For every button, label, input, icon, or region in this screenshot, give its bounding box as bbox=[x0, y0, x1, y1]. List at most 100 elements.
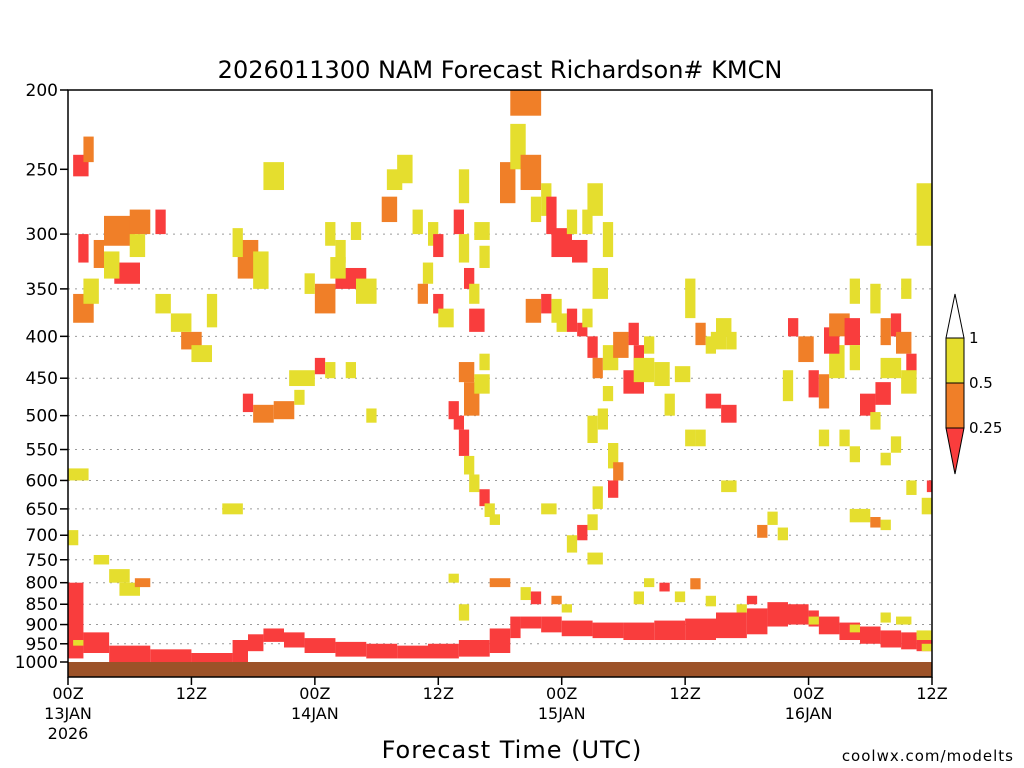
ri-cell bbox=[716, 318, 732, 337]
ri-cell bbox=[613, 462, 624, 481]
legend-arrow-bottom bbox=[945, 427, 965, 475]
ri-cell bbox=[304, 638, 336, 654]
y-tick-label: 250 bbox=[26, 160, 58, 180]
ri-cell bbox=[870, 517, 881, 528]
ri-cell bbox=[314, 357, 326, 375]
ri-cell bbox=[263, 162, 284, 191]
x-tick-date: 13JAN bbox=[44, 704, 92, 723]
ri-cell bbox=[608, 480, 619, 498]
ri-cell bbox=[582, 209, 593, 235]
ri-cell bbox=[721, 404, 737, 423]
y-tick-label: 750 bbox=[26, 551, 58, 571]
ri-cell bbox=[921, 497, 932, 515]
ri-cell bbox=[587, 415, 598, 444]
ri-cell bbox=[592, 622, 624, 639]
ri-cell bbox=[633, 591, 644, 605]
ri-cell bbox=[767, 511, 778, 525]
ri-cell bbox=[510, 616, 521, 639]
ri-cell bbox=[458, 429, 470, 456]
y-tick-label: 350 bbox=[26, 280, 58, 300]
x-tick-date: 16JAN bbox=[785, 704, 833, 723]
ri-cell bbox=[587, 183, 603, 216]
ri-cell bbox=[551, 298, 562, 323]
ri-cell bbox=[602, 386, 614, 402]
ri-cell bbox=[860, 626, 881, 644]
x-tick-date: 14JAN bbox=[291, 704, 339, 723]
ri-cell bbox=[242, 393, 254, 413]
ri-cell bbox=[412, 209, 423, 235]
ri-cell bbox=[170, 313, 192, 332]
ri-cell bbox=[592, 357, 603, 379]
y-tick-label: 550 bbox=[26, 441, 58, 461]
ri-cell bbox=[479, 489, 490, 507]
ri-cell bbox=[587, 514, 598, 531]
ri-cell bbox=[685, 618, 716, 641]
plot-frame bbox=[67, 89, 933, 678]
ri-cell bbox=[849, 446, 860, 463]
ri-cell bbox=[901, 370, 917, 394]
ri-cell bbox=[695, 429, 706, 447]
ri-cell bbox=[433, 234, 444, 258]
ri-cell bbox=[474, 374, 490, 394]
x-tick-date: 15JAN bbox=[538, 704, 586, 723]
ri-cell bbox=[746, 595, 758, 605]
ri-cell bbox=[746, 608, 768, 635]
ri-cell bbox=[366, 643, 398, 659]
ri-cell bbox=[541, 293, 552, 314]
ri-cell bbox=[577, 524, 588, 541]
ri-cell bbox=[880, 519, 891, 531]
ri-cell bbox=[839, 429, 850, 447]
x-tick-label: 12Z bbox=[423, 684, 454, 703]
ri-cell bbox=[489, 514, 500, 525]
ri-cell bbox=[469, 283, 480, 304]
ri-cell bbox=[561, 604, 572, 613]
ri-cell bbox=[458, 362, 475, 383]
y-tick-label: 800 bbox=[26, 574, 58, 594]
x-tick-label: 12Z bbox=[669, 684, 700, 703]
y-axis: 200 250 300 350 400 450 500 550 600 650 700 750 8008… bbox=[15, 81, 68, 673]
ri-cell bbox=[674, 366, 691, 383]
ri-cell bbox=[458, 234, 470, 263]
ri-cell bbox=[659, 582, 670, 592]
y-tick-label: 900 bbox=[26, 616, 58, 636]
ri-cell bbox=[916, 630, 932, 641]
legend-arrow-top bbox=[945, 293, 965, 339]
ri-cell bbox=[83, 136, 94, 163]
ri-cell bbox=[181, 331, 202, 350]
ri-cell bbox=[484, 503, 495, 518]
ri-cell bbox=[73, 640, 84, 646]
ri-cell bbox=[428, 222, 439, 246]
ri-cell bbox=[479, 353, 490, 371]
color-legend: 1 0.5 0.25 bbox=[945, 293, 1002, 475]
ri-cell bbox=[705, 595, 716, 607]
ri-cell bbox=[78, 234, 89, 263]
ri-cell bbox=[83, 632, 110, 654]
ri-cell bbox=[356, 278, 377, 304]
ri-cell bbox=[644, 336, 655, 354]
ri-cell bbox=[222, 503, 243, 515]
ri-cell bbox=[906, 353, 917, 375]
ri-cell bbox=[248, 634, 264, 652]
ri-cell bbox=[818, 429, 830, 447]
ri-cell bbox=[134, 578, 151, 588]
ri-cell bbox=[788, 318, 799, 337]
ri-cell bbox=[556, 313, 567, 332]
ri-cell bbox=[860, 393, 876, 416]
ri-cell bbox=[592, 267, 608, 299]
ri-cell bbox=[314, 283, 336, 314]
ri-cell bbox=[453, 415, 464, 430]
x-tick-label: 00Z bbox=[52, 684, 83, 703]
y-tick-label: 400 bbox=[26, 327, 58, 347]
ri-cell bbox=[150, 649, 192, 662]
ri-cell bbox=[469, 474, 480, 493]
ri-cell bbox=[458, 169, 470, 204]
ri-cell bbox=[566, 535, 578, 553]
ri-cell bbox=[93, 554, 110, 565]
ri-cell bbox=[654, 362, 670, 387]
ri-cell bbox=[284, 632, 305, 648]
ri-cell bbox=[68, 582, 84, 659]
x-tick-label: 00Z bbox=[546, 684, 577, 703]
ri-cell bbox=[438, 308, 454, 328]
